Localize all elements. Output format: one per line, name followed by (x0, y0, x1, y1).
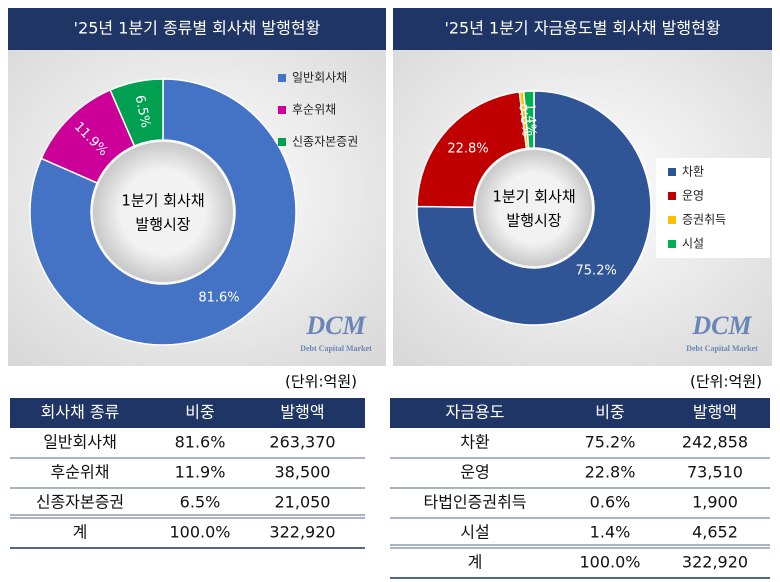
center-disc (93, 142, 233, 282)
donut-slice (416, 91, 528, 209)
column-header: 자금용도 (446, 403, 505, 422)
table-cell: 73,510 (687, 463, 743, 482)
chart-title: '25년 1분기 자금용도별 회사채 발행현황 (444, 19, 720, 38)
data-label: 6.5% (132, 94, 153, 129)
table-cell: 신종자본증권 (36, 493, 124, 512)
watermark: DCM (691, 311, 752, 340)
legend-swatch (278, 138, 286, 146)
table-cell: 계 (468, 553, 483, 572)
table-cell: 1,900 (692, 493, 738, 512)
table-cell: 322,920 (269, 523, 335, 542)
legend-label: 후순위채 (292, 103, 336, 117)
center-label: 발행시장 (506, 212, 561, 230)
table-cell: 6.5% (180, 493, 221, 512)
center-label: 1분기 회사채 (121, 192, 204, 210)
data-label: 81.6% (198, 290, 239, 305)
table-cell: 차환 (460, 433, 490, 452)
legend-swatch (668, 168, 676, 176)
center-disc (476, 150, 592, 266)
legend-label: 증권취득 (682, 213, 726, 227)
center-label: 발행시장 (135, 216, 190, 234)
legend-swatch (278, 106, 286, 114)
legend-swatch (278, 74, 286, 82)
column-header: 발행액 (280, 403, 324, 422)
legend-swatch (668, 192, 676, 200)
table-cell: 75.2% (585, 433, 636, 452)
donut-slice (416, 90, 652, 326)
donut-slice (109, 78, 164, 147)
watermark-sub: Debt Capital Market (686, 344, 758, 353)
legend-label: 차환 (682, 165, 704, 179)
table-cell: 11.9% (175, 463, 226, 482)
watermark-sub: Debt Capital Market (300, 344, 372, 353)
title-band (8, 8, 386, 50)
table-cell: 0.6% (590, 493, 631, 512)
data-label: 22.8% (447, 142, 488, 157)
legend-label: 신종자본증권 (292, 135, 358, 149)
table-cell: 22.8% (585, 463, 636, 482)
chart-title: '25년 1분기 종류별 회사채 발행현황 (74, 19, 321, 38)
table-cell: 시설 (460, 523, 489, 542)
table-cell: 운영 (460, 463, 489, 482)
table-cell: 계 (73, 523, 88, 542)
donut-slice (29, 78, 297, 346)
donut-slice (522, 90, 535, 150)
table-cell: 263,370 (269, 433, 335, 452)
table-cell: 타법인증권취득 (423, 493, 526, 512)
legend-label: 일반회사채 (292, 71, 347, 85)
title-band (393, 8, 772, 50)
header-row (10, 398, 365, 428)
data-label: 75.2% (576, 263, 617, 278)
header-row (390, 398, 770, 428)
unit-label: (단위:억원) (285, 373, 357, 391)
watermark: DCM (305, 311, 366, 340)
table-cell: 1.4% (590, 523, 631, 542)
legend-label: 시설 (682, 237, 704, 251)
column-header: 비중 (595, 403, 624, 422)
table-cell: 100.0% (579, 553, 640, 572)
legend-swatch (668, 240, 676, 248)
table-cell: 4,652 (692, 523, 738, 542)
column-header: 회사채 종류 (41, 403, 120, 422)
column-header: 비중 (185, 403, 214, 422)
data-label: 1.4% (522, 103, 538, 137)
table-cell: 322,920 (682, 553, 748, 572)
table-cell: 100.0% (169, 523, 230, 542)
column-header: 발행액 (693, 403, 737, 422)
unit-label: (단위:억원) (690, 373, 762, 391)
legend-swatch (668, 216, 676, 224)
table-cell: 21,050 (275, 493, 331, 512)
center-label: 1분기 회사채 (492, 188, 575, 206)
table-cell: 38,500 (275, 463, 331, 482)
table-cell: 81.6% (175, 433, 226, 452)
table-cell: 242,858 (682, 433, 748, 452)
legend-label: 운영 (682, 189, 704, 203)
table-cell: 일반회사채 (43, 433, 117, 452)
table-cell: 후순위채 (51, 463, 110, 482)
